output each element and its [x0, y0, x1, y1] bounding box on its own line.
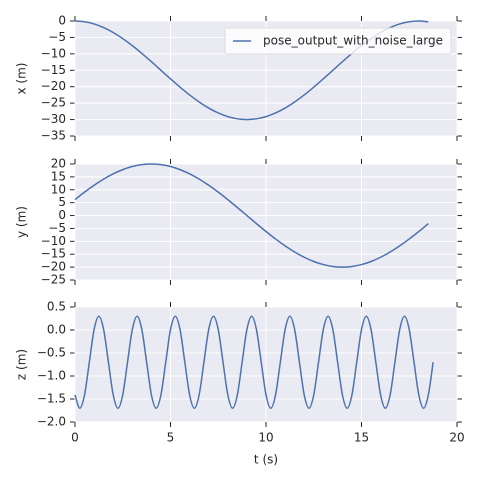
y-tick-label: −1.0 [37, 369, 66, 383]
y-tick-label: −2.0 [37, 415, 66, 429]
legend-box [224, 27, 452, 55]
y-tick-label: −15 [41, 63, 66, 77]
y-tick-label: −5 [48, 30, 66, 44]
y-tick-label: 0 [58, 14, 66, 28]
y-tick-label: 0.0 [47, 323, 66, 337]
y-axis-label: z (m) [15, 349, 29, 380]
y-tick-label: 0 [58, 208, 66, 222]
y-axis-label: x (m) [15, 63, 29, 95]
x-axis-label: t (s) [254, 453, 278, 467]
y-tick-label: −35 [41, 129, 66, 143]
line-series [74, 163, 429, 268]
x-tick-label: 15 [354, 431, 369, 445]
y-tick-label: −0.5 [37, 346, 66, 360]
x-tick-label: 20 [449, 431, 464, 445]
line-series [74, 315, 434, 409]
x-tick-label: 5 [167, 431, 175, 445]
y-tick-label: 10 [51, 182, 66, 196]
y-tick-label: −10 [41, 46, 66, 60]
y-tick-label: 5 [58, 195, 66, 209]
y-tick-label: −15 [41, 247, 66, 261]
y-axis-label: y (m) [15, 206, 29, 238]
y-tick-label: −25 [41, 273, 66, 287]
x-tick-label: 0 [71, 431, 79, 445]
legend-label: pose_output_with_noise_large [263, 34, 443, 48]
y-tick-label: 15 [51, 169, 66, 183]
y-tick-label: 20 [51, 157, 66, 171]
y-tick-label: −20 [41, 260, 66, 274]
y-tick-label: −10 [41, 234, 66, 248]
y-tick-label: −25 [41, 96, 66, 110]
y-tick-label: −5 [48, 221, 66, 235]
y-tick-label: 0.5 [47, 300, 66, 314]
y-tick-label: −1.5 [37, 392, 66, 406]
y-tick-label: −20 [41, 79, 66, 93]
y-tick-label: −30 [41, 112, 66, 126]
legend: pose_output_with_noise_large [224, 27, 452, 55]
x-tick-label: 10 [258, 431, 273, 445]
